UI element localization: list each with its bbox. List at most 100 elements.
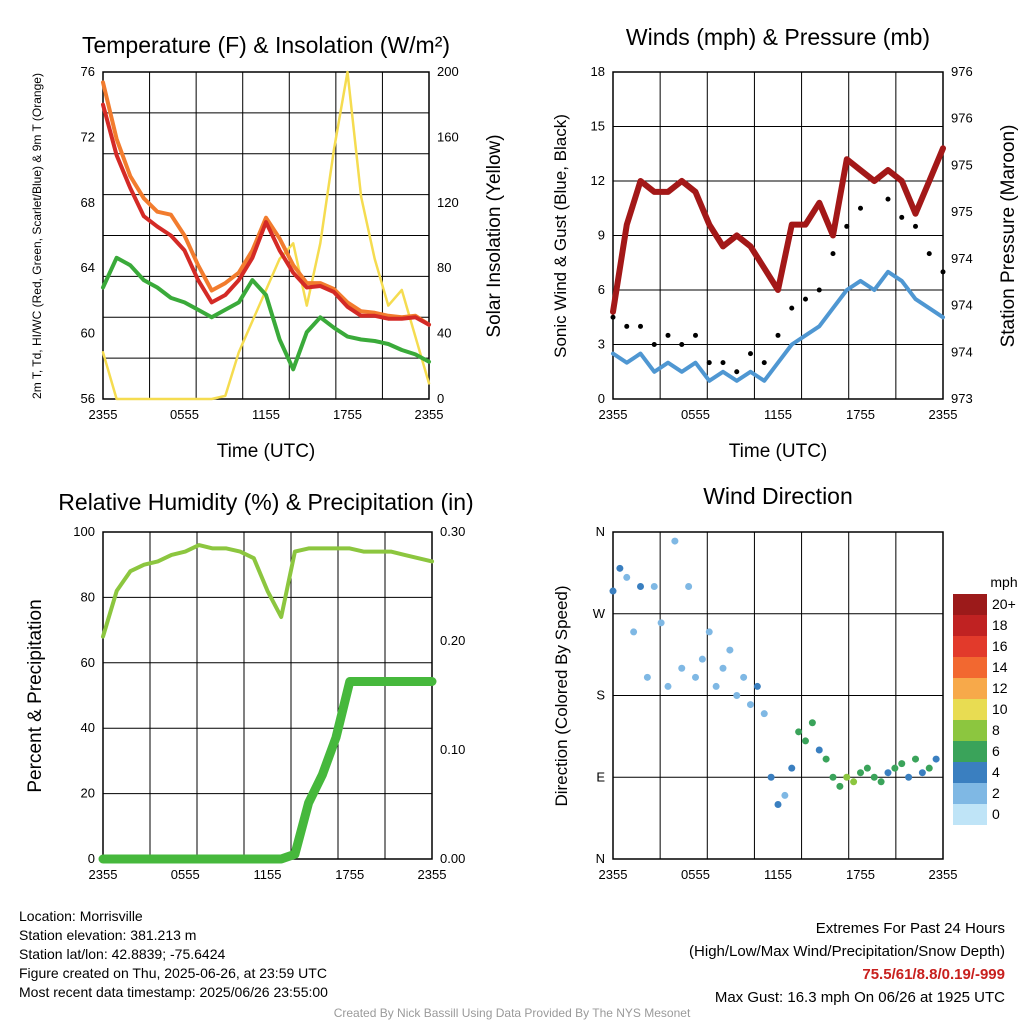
legend-swatch [953,762,987,783]
humidity-y2-tick-label: 0.00 [440,851,465,866]
direction-point [623,573,631,581]
recent-timestamp: Most recent data timestamp: 2025/06/26 2… [19,984,328,1000]
extremes-subtitle: (High/Low/Max Wind/Precipitation/Snow De… [689,943,1005,960]
temperature-xlabel: Time (UTC) [217,441,316,462]
direction-point [912,755,919,763]
gust-point [830,251,836,257]
dewpoint-line [101,255,431,372]
legend-label: 4 [992,764,1000,780]
winds-ticks: 2355 0555 1155 1755 235503691215189739749749… [591,64,973,422]
gust-point [665,332,671,338]
direction-point [767,773,775,781]
legend-label: 8 [992,722,1000,738]
temp-9m-line [101,80,431,327]
direction-point [609,587,617,595]
gust-point [913,223,918,229]
temperature-y-tick-label: 64 [81,260,95,275]
direction-x-tick-label: 2355 [599,867,628,882]
gust-point [789,305,795,311]
gust-point [734,369,740,375]
winds-y-tick-label: 6 [598,282,605,297]
legend-label: 18 [992,617,1008,633]
direction-point [685,583,693,590]
temperature-ylabel-left: 2m T, Td, HI/WC (Red, Green, Scarlet/Blu… [30,73,44,399]
direction-y-tick-label: E [596,769,605,784]
direction-point [678,664,686,672]
legend-swatch [953,615,987,636]
temperature-y2-tick-label: 200 [437,64,459,79]
gust-point [803,296,808,302]
direction-x-tick-label: 1755 [846,867,875,882]
temperature-series [101,70,431,401]
direction-point [870,773,878,781]
direction-point [630,628,638,636]
direction-y-tick-label: N [596,851,605,866]
wind-line [611,269,945,383]
direction-panel: Wind Direction 2355 0555 1155 1755 2355NESWN… [552,483,1018,882]
winds-y-tick-label: 3 [598,337,605,352]
gust-point [926,251,932,257]
direction-point [664,682,672,690]
legend-swatch [953,783,987,804]
legend-swatch [953,678,987,699]
direction-point [712,682,720,690]
direction-point [747,701,754,709]
gust-point [816,287,822,293]
legend-label: 6 [992,743,1000,759]
legend-swatch [953,804,987,825]
humidity-plot-frame [102,531,433,860]
winds-series [610,145,946,383]
direction-point [891,764,899,772]
temperature-title: Temperature (F) & Insolation (W/m²) [82,32,450,58]
winds-y-tick-label: 0 [598,391,605,406]
legend-swatch [953,720,987,741]
temperature-ylabel-right: Solar Insolation (Yellow) [484,134,505,337]
humidity-y-tick-label: 40 [81,720,95,735]
direction-point [705,628,713,636]
direction-point [836,782,844,790]
temperature-y-tick-label: 72 [81,129,95,144]
humidity-y-tick-label: 100 [73,524,95,539]
gust-point [899,214,905,220]
direction-point [802,737,809,745]
direction-point [822,755,830,763]
winds-y2-tick-label: 976 [951,111,973,126]
legend-swatch [953,636,987,657]
humidity-x-tick-label: 2355 [89,867,118,882]
temperature-grid [103,72,429,399]
temperature-x-tick-label: 2355 [415,407,444,422]
winds-y-tick-label: 18 [591,64,605,79]
winds-ylabel-right: Station Pressure (Maroon) [998,125,1019,348]
direction-point [877,778,885,786]
winds-x-tick-label: 2355 [929,407,958,422]
winds-x-tick-label: 0555 [681,407,710,422]
gust-point [748,351,753,357]
temperature-y2-tick-label: 120 [437,195,459,210]
winds-x-tick-label: 1155 [764,407,792,422]
direction-series [609,537,940,808]
direction-point [788,764,796,772]
gust-point [638,323,643,329]
legend-swatch [953,699,987,720]
humidity-ticks: 2355 0555 1155 1755 23550204060801000.000.10… [73,524,465,882]
winds-grid [613,72,943,399]
gust-point [651,342,657,347]
humidity-grid [103,532,432,859]
gust-point [706,360,712,366]
humidity-title: Relative Humidity (%) & Precipitation (i… [58,489,473,515]
winds-y2-tick-label: 976 [951,64,973,79]
temperature-y2-tick-label: 40 [437,326,451,341]
temperature-x-tick-label: 2355 [89,407,118,422]
temperature-x-tick-label: 1755 [333,407,362,422]
station-elevation: Station elevation: 381.213 m [19,927,197,943]
direction-point [905,773,913,781]
gust-point [761,360,767,366]
gust-point [624,323,630,329]
direction-point [932,755,940,763]
humidity-y2-tick-label: 0.30 [440,524,465,539]
humidity-panel: Relative Humidity (%) & Precipitation (i… [25,489,474,882]
direction-x-tick-label: 1155 [764,867,792,882]
temperature-y2-tick-label: 160 [437,129,459,144]
direction-point [795,728,803,736]
humidity-y2-tick-label: 0.10 [440,742,465,757]
